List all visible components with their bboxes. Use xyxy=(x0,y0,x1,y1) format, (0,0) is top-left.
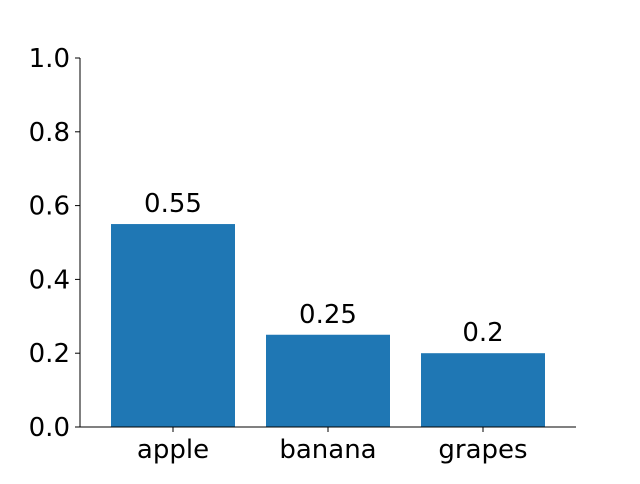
value-label-banana: 0.25 xyxy=(299,300,357,330)
value-label-apple: 0.55 xyxy=(144,189,202,219)
x-tick-label-banana: banana xyxy=(279,435,376,465)
x-tick-label-grapes: grapes xyxy=(438,435,527,465)
value-label-grapes: 0.2 xyxy=(462,318,503,348)
value-labels-layer: 0.55 0.25 0.2 xyxy=(144,189,504,348)
y-tick-label: 0.6 xyxy=(29,192,70,222)
y-axis: 0.0 0.2 0.4 0.6 0.8 1.0 xyxy=(29,44,81,443)
y-tick-label: 1.0 xyxy=(29,44,70,74)
x-tick-label-apple: apple xyxy=(137,435,209,465)
bars-layer xyxy=(111,224,545,427)
bar-apple xyxy=(111,224,235,427)
y-tick-label: 0.2 xyxy=(29,339,70,369)
y-tick-label: 0.4 xyxy=(29,265,70,295)
bar-grapes xyxy=(421,353,545,427)
y-tick-label: 0.8 xyxy=(29,118,70,148)
x-axis: apple banana grapes xyxy=(80,426,576,465)
bar-banana xyxy=(266,334,390,427)
y-tick-label: 0.0 xyxy=(29,413,70,443)
